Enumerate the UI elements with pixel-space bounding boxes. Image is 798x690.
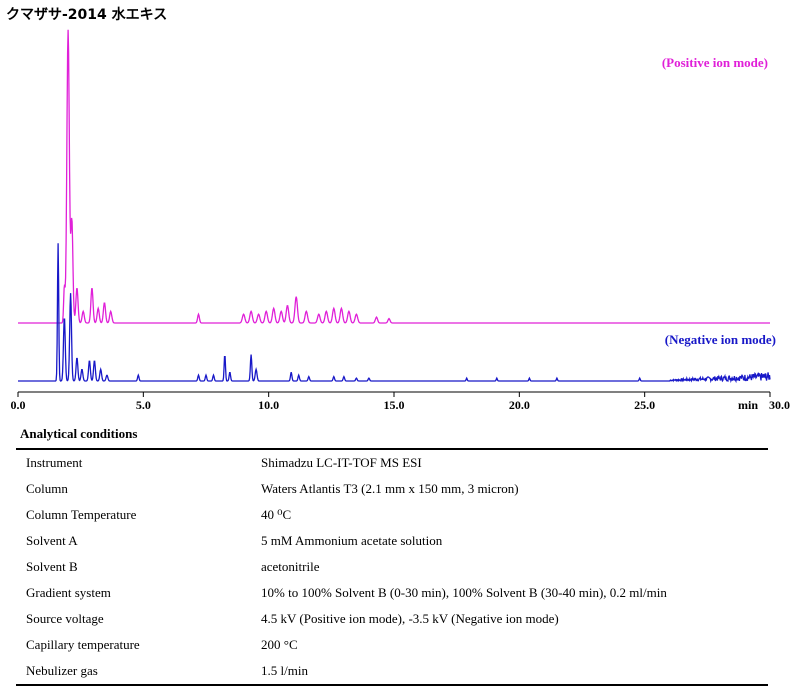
x-tick-label: 5.0: [136, 398, 151, 412]
x-tick-label: 0.0: [11, 398, 26, 412]
x-axis-label: min: [738, 398, 758, 412]
condition-value: acetonitrile: [261, 559, 320, 574]
x-tick-label: 15.0: [384, 398, 405, 412]
condition-value: 1.5 l/min: [251, 658, 768, 686]
condition-param: Solvent A: [26, 533, 78, 548]
condition-row: Gradient system 10% to 100% Solvent B (0-…: [16, 580, 768, 606]
condition-param: Source voltage: [26, 611, 104, 626]
condition-param: Column: [26, 481, 68, 496]
negative-mode-label: (Negative ion mode): [665, 332, 776, 347]
condition-param: Solvent B: [26, 559, 78, 574]
condition-row: Solvent B acetonitrile: [16, 554, 768, 580]
chromatogram-chart: クマザサ-2014 水エキス 0.0 5.0 10.0 15.0 20.0 25.0 30.…: [6, 6, 790, 412]
condition-param: Nebulizer gas: [16, 658, 251, 686]
positive-mode-label: (Positive ion mode): [662, 55, 768, 70]
condition-row: Column Waters Atlantis T3 (2.1 mm x 150 m…: [16, 476, 768, 502]
condition-value: Shimadzu LC-IT-TOF MS ESI: [251, 448, 768, 476]
condition-value: 40 ⁰C: [261, 507, 292, 522]
x-tick-label: 20.0: [509, 398, 530, 412]
condition-row: Solvent A 5 mM Ammonium acetate solution: [16, 528, 768, 554]
condition-param: Column Temperature: [26, 507, 137, 522]
condition-row: Source voltage 4.5 kV (Positive ion mode)…: [16, 606, 768, 632]
conditions-heading: Analytical conditions: [20, 426, 138, 441]
series-layer: [18, 29, 771, 384]
condition-row: Capillary temperature 200 °C: [16, 632, 768, 658]
condition-value: 5 mM Ammonium acetate solution: [261, 533, 443, 548]
condition-value: 4.5 kV (Positive ion mode), -3.5 kV (Neg…: [261, 611, 559, 626]
condition-value: 10% to 100% Solvent B (0-30 min), 100% S…: [261, 585, 667, 600]
condition-param: Gradient system: [26, 585, 111, 600]
positive-mode-trace: [18, 29, 770, 324]
x-tick-label: 25.0: [634, 398, 655, 412]
condition-row: Column Temperature 40 ⁰C: [16, 502, 768, 528]
condition-param: Capillary temperature: [26, 637, 140, 652]
chart-title: クマザサ-2014 水エキス: [6, 6, 167, 23]
negative-mode-trace: [18, 243, 771, 384]
condition-param: Instrument: [16, 448, 251, 476]
conditions-table: Instrument Shimadzu LC-IT-TOF MS ESI Colum…: [16, 448, 768, 686]
condition-row: Instrument Shimadzu LC-IT-TOF MS ESI: [16, 448, 768, 476]
condition-value: Waters Atlantis T3 (2.1 mm x 150 mm, 3 m…: [261, 481, 519, 496]
x-tick-label: 30.0: [769, 398, 790, 412]
x-tick-label: 10.0: [258, 398, 279, 412]
condition-row: Nebulizer gas 1.5 l/min: [16, 658, 768, 686]
condition-value: 200 °C: [261, 637, 298, 652]
x-axis-ticks: 0.0 5.0 10.0 15.0 20.0 25.0 30.0 min: [11, 392, 790, 412]
